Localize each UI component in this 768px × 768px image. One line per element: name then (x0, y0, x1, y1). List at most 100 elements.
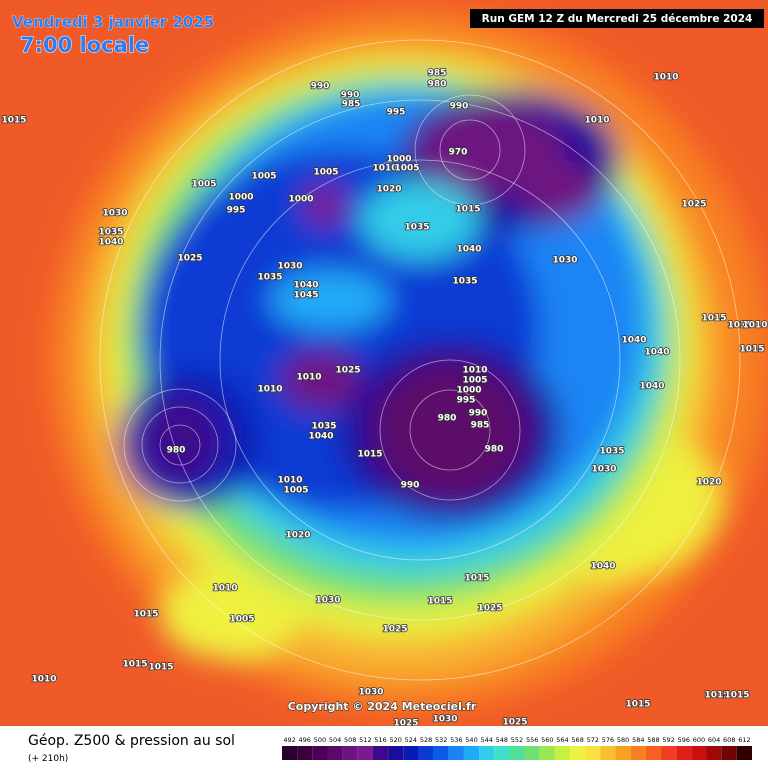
scale-swatch (645, 746, 662, 760)
scale-label: 560 (541, 736, 553, 744)
scale-swatch (312, 746, 328, 760)
scale-label: 556 (526, 736, 538, 744)
scale-swatch (539, 746, 555, 760)
pressure-label: 1015 (464, 574, 489, 584)
pressure-label: 990 (311, 82, 330, 92)
pressure-label: 1000 (228, 193, 253, 203)
scale-swatch (676, 746, 692, 760)
map-field (0, 0, 768, 726)
pressure-label: 980 (485, 445, 504, 455)
pressure-label: 1005 (394, 164, 419, 174)
pressure-label: 1000 (386, 155, 411, 165)
scale-label: 580 (617, 736, 629, 744)
scale-label: 608 (723, 736, 735, 744)
pressure-label: 1040 (621, 336, 646, 346)
pressure-label: 1010 (584, 116, 609, 126)
scale-label: 564 (556, 736, 568, 744)
pressure-label: 1010 (31, 675, 56, 685)
pressure-label: 1025 (177, 254, 202, 264)
pressure-label: 1040 (644, 348, 669, 358)
pressure-label: 1030 (552, 256, 577, 266)
pressure-label: 1035 (311, 422, 336, 432)
pressure-label: 985 (471, 421, 490, 431)
pressure-label: 1040 (98, 238, 123, 248)
pressure-label: 1020 (696, 478, 721, 488)
pressure-label: 1030 (591, 465, 616, 475)
scale-label: 492 (283, 736, 295, 744)
scale-swatch (418, 746, 434, 760)
pressure-label: 1030 (432, 715, 457, 725)
pressure-label: 1015 (625, 700, 650, 710)
scale-label: 588 (647, 736, 659, 744)
pressure-label: 1040 (590, 562, 615, 572)
scale-swatch (463, 746, 480, 760)
scale-swatch (661, 746, 677, 760)
pressure-label: 1005 (191, 180, 216, 190)
pressure-label: 1010 (212, 584, 237, 594)
scale-swatch (524, 746, 540, 760)
pressure-label: 1040 (456, 245, 481, 255)
scale-label: 512 (359, 736, 371, 744)
pressure-label: 1010 (296, 373, 321, 383)
pressure-label: 1040 (293, 281, 318, 291)
scale-swatch (721, 746, 737, 760)
pressure-label: 1030 (358, 688, 383, 698)
scale-swatch (448, 746, 464, 760)
pressure-label: 1030 (102, 209, 127, 219)
pressure-label: 1035 (599, 447, 624, 457)
pressure-label: 1035 (404, 223, 429, 233)
scale-label: 584 (632, 736, 644, 744)
scale-swatch (691, 746, 707, 760)
pressure-label: 990 (469, 409, 488, 419)
pressure-label: 1015 (148, 663, 173, 673)
run-info: Run GEM 12 Z du Mercredi 25 décembre 202… (482, 13, 753, 25)
pressure-label: 1015 (455, 205, 480, 215)
pressure-label: 995 (387, 108, 406, 118)
scale-swatch (600, 746, 616, 760)
pressure-label: 970 (449, 148, 468, 158)
scale-label: 604 (708, 736, 720, 744)
scale-label: 592 (662, 736, 674, 744)
scale-label: 500 (314, 736, 326, 744)
pressure-labels: 990 985 980 990 985 995 990 1010 1010 1015 970 1000… (1, 68, 768, 730)
scale-swatch (433, 746, 449, 760)
pressure-label: 980 (167, 446, 186, 456)
scale-swatch (706, 746, 722, 760)
pressure-label: 1015 (122, 660, 147, 670)
pressure-label: 1035 (98, 228, 123, 238)
scale-swatch (297, 746, 313, 760)
pressure-label: 1040 (639, 382, 664, 392)
scale-label: 568 (571, 736, 583, 744)
scale-label: 572 (587, 736, 599, 744)
scale-swatch (479, 746, 495, 760)
pressure-label: 1010 (462, 366, 487, 376)
pressure-label: 1015 (724, 691, 749, 701)
pressure-label: 990 (401, 481, 420, 491)
scale-swatch (282, 746, 298, 760)
pressure-label: 995 (457, 396, 476, 406)
pressure-label: 1015 (704, 691, 729, 701)
scale-swatch (342, 746, 358, 760)
scale-swatch (554, 746, 571, 760)
pressure-label: 1030 (277, 262, 302, 272)
scale-label: 520 (389, 736, 401, 744)
scale-label: 528 (420, 736, 432, 744)
pressure-label: 995 (227, 206, 246, 216)
scale-swatch (630, 746, 646, 760)
pressure-label: 1045 (293, 291, 318, 301)
scale-label: 576 (602, 736, 614, 744)
pressure-label: 1010 (257, 385, 282, 395)
pressure-label: 990 (341, 91, 360, 101)
scale-label: 612 (738, 736, 750, 744)
forecast-date: Vendredi 3 janvier 2025 (12, 13, 214, 31)
pressure-label: 1035 (257, 273, 282, 283)
pressure-label: 985 (428, 69, 447, 79)
scale-swatch (509, 746, 525, 760)
pressure-label: 1015 (739, 345, 764, 355)
scale-swatch (357, 746, 373, 760)
pressure-label: 1030 (315, 596, 340, 606)
scale-label: 504 (329, 736, 341, 744)
forecast-time: 7:00 locale (20, 33, 149, 57)
pressure-label: 1025 (681, 200, 706, 210)
